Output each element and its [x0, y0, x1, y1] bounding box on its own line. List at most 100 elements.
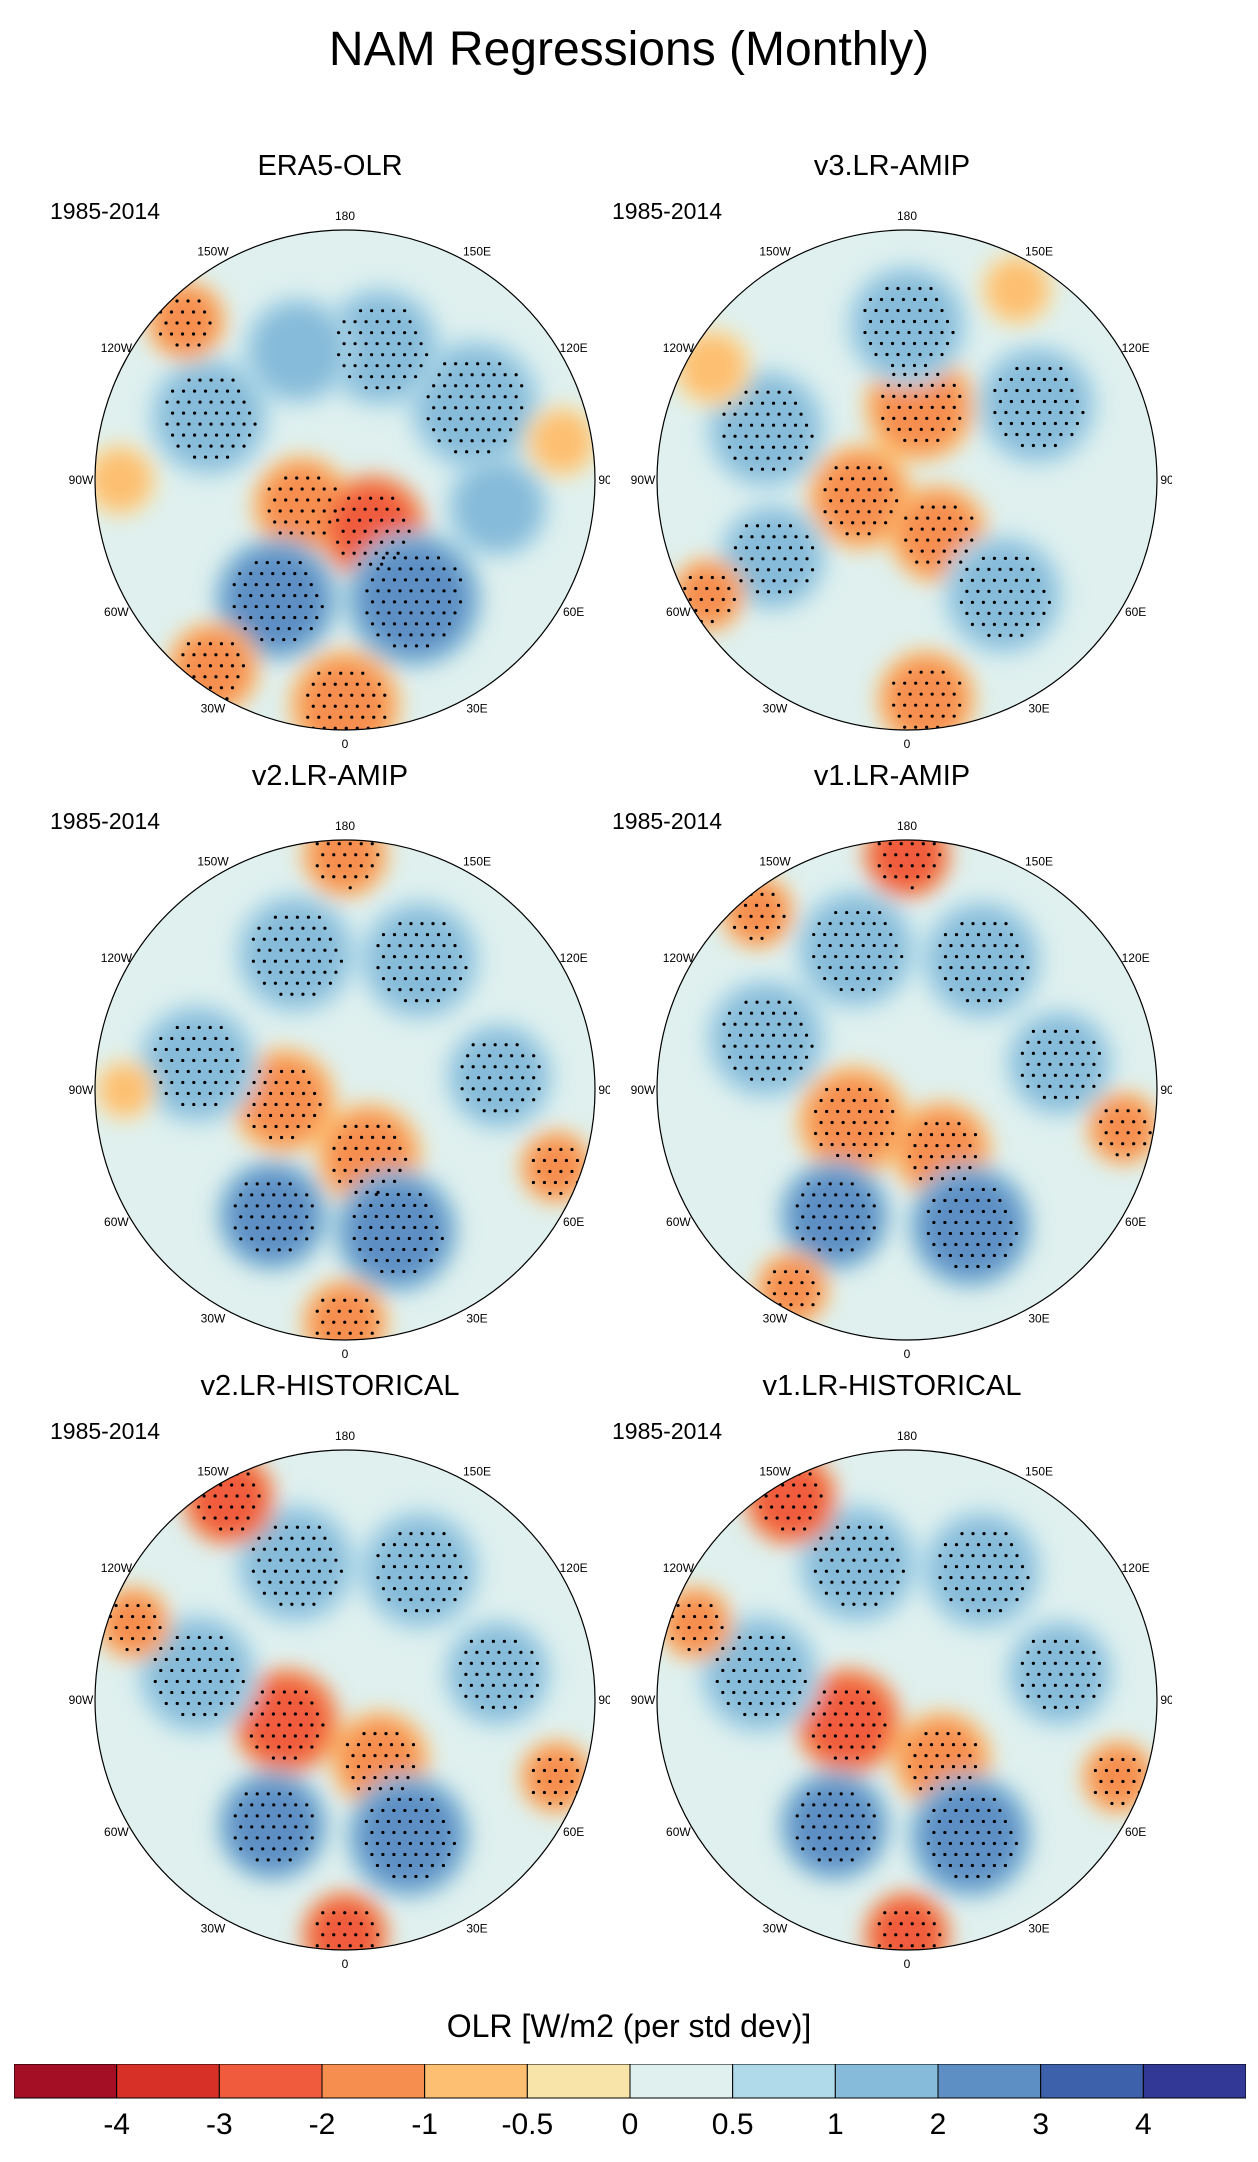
stipple-dot [477, 1076, 481, 1080]
stipple-dot [932, 1220, 936, 1225]
stipple-dot [705, 586, 709, 591]
stipple-dot [896, 1580, 900, 1584]
stipple-dot [1053, 1029, 1057, 1033]
stipple-dot [1070, 1062, 1074, 1066]
stipple-dot [272, 1193, 276, 1197]
stipple-dot [293, 1712, 297, 1716]
stipple-dot [317, 498, 321, 502]
stipple-dot [465, 428, 469, 432]
stipple-dot [337, 842, 341, 846]
stipple-dot [486, 1650, 490, 1654]
stipple-dot [186, 1025, 190, 1030]
stipple-dot [755, 390, 759, 394]
stipple-dot [1042, 1051, 1046, 1055]
stipple-dot [197, 1483, 201, 1487]
stipple-dot [1121, 1120, 1125, 1124]
stipple-dot [187, 422, 191, 426]
stipple-dot [1059, 410, 1063, 415]
longitude-label: 150E [463, 244, 491, 258]
stipple-dot [279, 948, 283, 952]
stipple-dot [363, 1236, 367, 1241]
stipple-dot [441, 1863, 445, 1868]
stipple-dot [381, 622, 386, 626]
stipple-dot [290, 1091, 295, 1096]
stipple-dot [817, 1248, 821, 1252]
stipple-dot [295, 498, 299, 502]
stipple-dot [1025, 622, 1030, 627]
stipple-dot [1126, 1153, 1130, 1157]
stipple-dot [1042, 1661, 1046, 1665]
stipple-dot [418, 1214, 422, 1219]
stipple-dot [822, 1690, 826, 1694]
longitude-label: 90E [598, 1083, 610, 1097]
stipple-dot [727, 423, 732, 427]
stipple-dot [454, 406, 458, 410]
anomaly-core [370, 910, 470, 1011]
stipple-dot [375, 1863, 379, 1868]
stipple-dot [817, 1182, 821, 1186]
longitude-label: 60E [563, 1215, 584, 1229]
stipple-dot [408, 1841, 412, 1846]
stipple-dot [825, 1131, 829, 1136]
stipple-dot [1075, 1683, 1079, 1687]
stipple-dot [165, 422, 169, 426]
stipple-dot [514, 373, 518, 377]
stipple-dot [836, 1153, 840, 1158]
stipple-dot [755, 1066, 759, 1070]
stipple-dot [425, 976, 430, 981]
colorbar-swatch [1040, 2064, 1144, 2099]
stipple-dot [776, 1690, 780, 1695]
stipple-dot [203, 433, 208, 437]
stipple-dot [214, 1080, 218, 1085]
stipple-dot [431, 1575, 435, 1580]
longitude-label: 60W [666, 1215, 691, 1229]
anomaly-core [665, 1593, 726, 1654]
stipple-dot [1009, 1852, 1013, 1857]
stipple-dot [373, 1776, 377, 1780]
stipple-dot [364, 1841, 368, 1846]
stipple-dot [477, 1098, 481, 1102]
stipple-dot [317, 520, 321, 524]
anomaly-core [932, 1520, 1032, 1621]
stipple-dot [845, 510, 849, 514]
longitude-label: 90E [1160, 1693, 1172, 1707]
stipple-dot [806, 1836, 810, 1840]
stipple-dot [935, 1754, 939, 1758]
stipple-dot [794, 535, 798, 539]
stipple-dot [846, 1569, 851, 1573]
stipple-dot [868, 297, 873, 302]
stipple-dot [375, 1841, 379, 1846]
stipple-dot [957, 1776, 961, 1780]
stipple-dot [970, 538, 974, 542]
stipple-dot [317, 693, 321, 697]
stipple-dot [283, 1825, 287, 1829]
stipple-dot [766, 546, 771, 550]
stipple-dot [230, 1527, 234, 1531]
stipple-dot [296, 1124, 300, 1129]
stipple-dot [1014, 578, 1019, 583]
stipple-dot [805, 1270, 810, 1274]
stipple-dot [365, 589, 369, 593]
stipple-dot [273, 1591, 278, 1595]
stipple-dot [1132, 1757, 1136, 1762]
stipple-dot [413, 1247, 417, 1252]
stipple-dot [246, 1516, 250, 1520]
stipple-dot [850, 1248, 854, 1252]
stipple-dot [834, 954, 838, 959]
stipple-dot [279, 1113, 284, 1118]
stipple-dot [998, 1220, 1002, 1225]
stipple-dot [1031, 377, 1036, 382]
stipple-dot [1026, 1084, 1030, 1088]
stipple-dot [425, 954, 430, 959]
stipple-dot [503, 439, 507, 443]
stipple-dot [987, 611, 991, 616]
stipple-dot [1009, 611, 1013, 616]
stipple-dot [799, 1044, 803, 1048]
stipple-dot [535, 1661, 539, 1665]
stipple-dot [209, 422, 213, 426]
stipple-dot [470, 395, 474, 399]
stipple-dot [293, 615, 297, 620]
stipple-dot [965, 932, 970, 937]
stipple-dot [343, 853, 347, 857]
stipple-dot [888, 864, 892, 868]
